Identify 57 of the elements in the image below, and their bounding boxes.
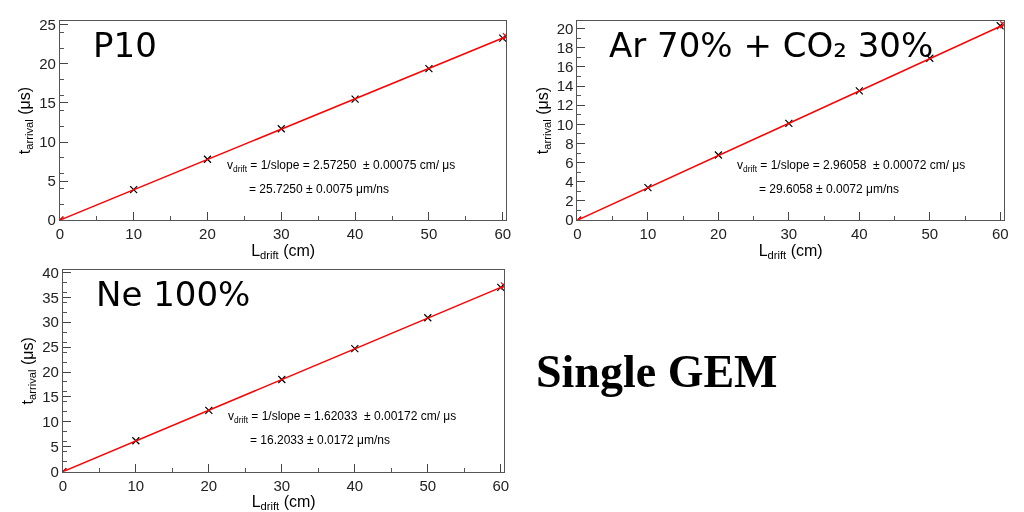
x-axis-title: L$_{drift}$ (cm) bbox=[251, 492, 316, 512]
y-tick-label: 25 bbox=[39, 16, 56, 34]
x-tick-label: 60 bbox=[492, 476, 510, 494]
x-tick-label: 50 bbox=[419, 476, 437, 494]
y-tick-label: 14 bbox=[556, 77, 574, 95]
y-tick-label: 30 bbox=[42, 313, 59, 331]
x-tick-label: 60 bbox=[494, 225, 512, 243]
x-tick-label: 60 bbox=[991, 225, 1009, 243]
annotation: = 16.2033 ± 0.0172 μm/ns bbox=[250, 433, 390, 447]
y-tick-label: 18 bbox=[556, 39, 574, 57]
x-tick-label: 20 bbox=[710, 225, 727, 243]
y-tick-label: 10 bbox=[42, 413, 59, 431]
y-tick-label: 8 bbox=[565, 134, 574, 152]
chart-title: P10 bbox=[93, 25, 157, 65]
y-tick-label: 6 bbox=[565, 153, 574, 171]
y-tick-label: 16 bbox=[556, 58, 574, 76]
x-tick-label: 10 bbox=[125, 225, 142, 243]
x-tick-label: 10 bbox=[127, 476, 145, 494]
x-tick-label: 30 bbox=[273, 476, 291, 494]
y-tick-label: 0 bbox=[565, 211, 574, 229]
x-tick-label: 40 bbox=[850, 225, 868, 243]
x-tick-label: 20 bbox=[200, 476, 218, 494]
y-tick-label: 0 bbox=[47, 211, 56, 229]
y-tick-label: 12 bbox=[556, 96, 574, 114]
y-tick-label: 4 bbox=[565, 173, 574, 191]
x-tick-label: 10 bbox=[639, 225, 657, 243]
y-tick-label: 10 bbox=[39, 133, 56, 151]
x-tick-label: 30 bbox=[780, 225, 798, 243]
y-tick-label: 20 bbox=[42, 363, 59, 381]
y-tick-label: 5 bbox=[47, 172, 56, 190]
y-tick-label: 5 bbox=[50, 437, 59, 455]
annotation: v$_{drift}$ = 1/slope = 2.96058 ± 0.00072 cm/ μs bbox=[737, 158, 966, 174]
y-tick-label: 2 bbox=[565, 192, 574, 210]
y-tick-label: 0 bbox=[50, 462, 59, 480]
y-tick-label: 35 bbox=[42, 288, 59, 306]
text: Single GEM bbox=[536, 346, 778, 397]
y-tick-label: 20 bbox=[39, 55, 56, 73]
x-tick-label: 50 bbox=[921, 225, 939, 243]
x-axis-title: L$_{drift}$ (cm) bbox=[758, 242, 823, 262]
annotation: = 25.7250 ± 0.0075 μm/ns bbox=[249, 182, 389, 196]
annotation: = 29.6058 ± 0.0072 μm/ns bbox=[759, 182, 899, 196]
y-tick-label: 20 bbox=[556, 19, 574, 37]
chart-title: Ne 100% bbox=[96, 274, 251, 314]
y-tick-label: 40 bbox=[42, 263, 59, 281]
y-tick-label: 15 bbox=[42, 388, 59, 406]
x-axis-title: L$_{drift}$ (cm) bbox=[251, 242, 316, 262]
x-tick-label: 20 bbox=[199, 225, 216, 243]
y-tick-label: 15 bbox=[39, 94, 56, 112]
x-tick-label: 30 bbox=[272, 225, 290, 243]
y-tick-label: 10 bbox=[556, 115, 574, 133]
x-tick-label: 50 bbox=[420, 225, 438, 243]
y-tick-label: 25 bbox=[42, 338, 59, 356]
chart-title: Ar 70% + CO₂ 30% bbox=[609, 25, 934, 65]
x-tick-label: 40 bbox=[346, 225, 364, 243]
annotation: v$_{drift}$ = 1/slope = 1.62033 ± 0.00172 cm/ μs bbox=[228, 409, 457, 425]
annotation: v$_{drift}$ = 1/slope = 2.57250 ± 0.00075 cm/ μs bbox=[227, 158, 456, 174]
x-tick-label: 40 bbox=[346, 476, 364, 494]
